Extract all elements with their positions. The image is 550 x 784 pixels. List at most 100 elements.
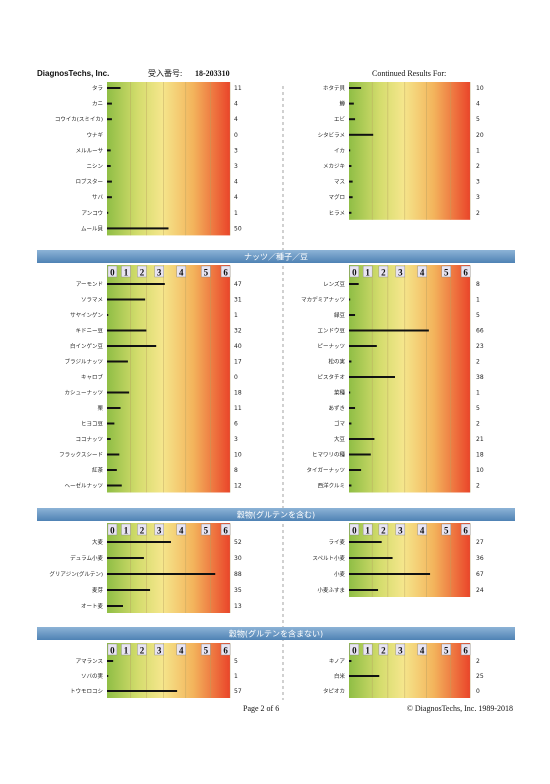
class-box [395,643,406,656]
section-title: 穀物(グルテンを含む) [237,510,315,520]
score-bar [107,453,120,456]
class-label: 6 [223,646,228,656]
score-value: 50 [234,225,242,232]
class-label: 0 [110,268,115,278]
food-name: 白インゲン豆 [70,342,104,350]
score-value: 52 [234,539,242,546]
score-value: 36 [476,555,484,562]
class-box [176,643,187,656]
score-bar [107,102,112,105]
score-bar [349,102,354,105]
class-box [460,265,471,278]
class-box [176,523,187,536]
class-label: 1 [365,526,370,536]
class-box [441,523,451,536]
food-name: 麦芽 [92,586,104,594]
class-box [107,643,118,656]
food-name: エビ [334,115,346,123]
class-label: 3 [157,646,162,656]
class-label: 6 [463,646,468,656]
score-bar [349,329,429,332]
class-label: 3 [398,646,403,656]
score-bar [349,118,356,121]
class-label: 5 [204,646,209,656]
class-box [176,265,187,278]
score-value: 8 [476,281,480,288]
class-box [378,523,389,536]
class-label: 5 [204,268,209,278]
class-label: 4 [179,526,184,536]
score-bar [107,118,112,121]
score-value: 18 [234,390,242,397]
score-value: 5 [234,658,238,665]
food-name: ブラジルナッツ [65,358,103,366]
food-name: アマランス [76,658,103,665]
class-box [201,265,211,278]
copyright: © DiagnosTechs, Inc. 1989-2018 [407,704,513,713]
score-bar [107,541,171,543]
food-name: 菜種 [334,389,346,397]
score-bar [107,469,117,471]
score-value: 0 [234,132,238,139]
food-name: トウモロコシ [70,687,103,695]
food-name: オート麦 [81,602,104,610]
food-name: マス [334,179,345,186]
class-label: 2 [140,646,145,656]
score-value: 2 [476,163,480,170]
score-bar [349,133,374,136]
food-name: あずき [328,404,345,412]
score-value: 4 [234,101,238,108]
score-value: 67 [476,571,484,578]
score-bar [107,675,109,677]
class-label: 3 [398,526,403,536]
food-name: レンズ豆 [323,280,345,288]
class-box [417,643,427,656]
food-name: 大豆 [334,435,346,443]
food-name: 白米 [334,672,346,680]
food-name: アーモンド [76,281,103,288]
score-bar [349,660,352,662]
class-label: 0 [352,526,357,536]
score-bar [107,557,144,559]
class-box [417,523,427,536]
score-value: 1 [234,673,238,680]
food-name: カニ [92,101,103,108]
heat-scale [349,523,470,597]
class-box [378,643,389,656]
score-value: 4 [476,101,480,108]
score-value: 1 [234,210,238,217]
class-box [362,523,373,536]
score-bar [107,438,111,440]
class-box [395,265,406,278]
score-bar [349,180,353,183]
score-value: 4 [234,116,238,123]
class-label: 1 [124,646,129,656]
score-value: 4 [234,194,238,201]
class-label: 5 [444,268,449,278]
class-box [137,265,147,278]
food-name: ムール貝 [81,225,104,232]
class-box [121,265,131,278]
class-label: 1 [365,646,370,656]
score-value: 24 [476,587,484,594]
food-name: タイガーナッツ [306,466,345,474]
class-label: 1 [124,526,129,536]
food-name: カシューナッツ [64,390,103,397]
score-bar [107,589,151,591]
food-name: ソバの実 [81,672,104,680]
class-label: 5 [204,526,209,536]
food-name: ヘーゼルナッツ [64,482,103,490]
score-bar [349,675,380,677]
class-box [460,523,471,536]
class-label: 0 [110,646,115,656]
heat-scale [107,523,230,613]
class-box [220,523,231,536]
score-value: 35 [234,587,242,594]
class-label: 1 [124,268,129,278]
score-bar [349,314,356,316]
food-name: タピオカ [323,687,345,695]
class-box [362,643,373,656]
food-name: マグロ [328,193,345,201]
score-bar [349,165,352,167]
score-bar [349,345,377,347]
